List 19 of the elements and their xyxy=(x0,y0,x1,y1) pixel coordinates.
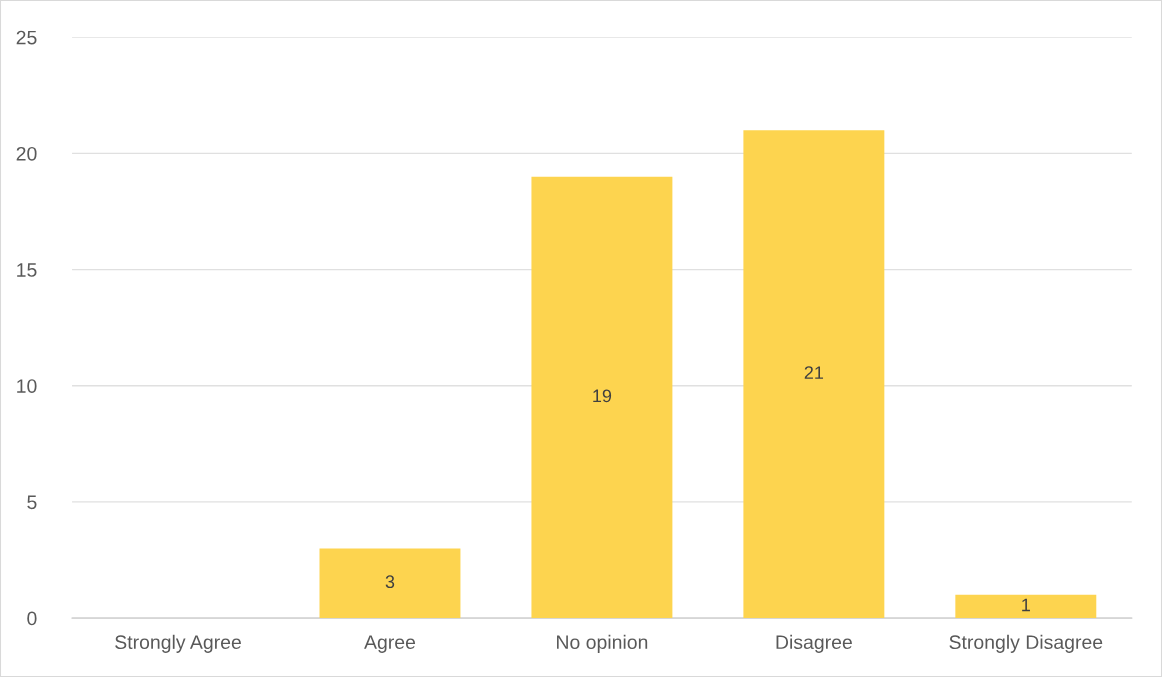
y-tick-label: 5 xyxy=(27,495,37,510)
y-tick-label: 25 xyxy=(16,30,37,45)
data-label: 3 xyxy=(385,575,395,589)
x-tick-label: Strongly Agree xyxy=(115,634,241,653)
bar xyxy=(319,548,461,619)
bar xyxy=(955,594,1097,619)
x-tick-label: Agree xyxy=(364,635,416,653)
data-label: 1 xyxy=(1022,598,1030,612)
y-tick-label: 10 xyxy=(17,379,37,393)
y-tick-label: 15 xyxy=(17,263,37,277)
x-tick-label: No opinion xyxy=(557,634,648,653)
bar xyxy=(743,130,885,619)
data-label: 19 xyxy=(593,389,612,403)
x-tick-label: Disagree xyxy=(776,634,852,653)
y-tick-label: 0 xyxy=(27,611,37,626)
y-tick-label: 20 xyxy=(16,146,37,161)
bar xyxy=(531,176,673,619)
x-tick-label: Strongly Disagree xyxy=(949,634,1103,653)
data-label: 21 xyxy=(804,366,824,379)
